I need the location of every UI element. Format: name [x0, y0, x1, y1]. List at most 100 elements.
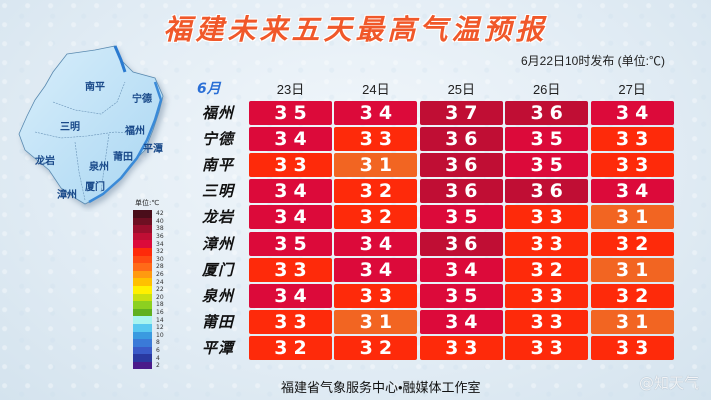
column-header-day: 27日	[618, 82, 646, 97]
column-header-day: 26日	[532, 82, 561, 97]
legend-value: 26	[156, 271, 164, 279]
legend-row: 10	[133, 331, 183, 340]
temperature-cell: 32	[334, 179, 418, 204]
temperature-cell: 33	[419, 335, 503, 360]
map-label-longyan: 龙岩	[35, 156, 55, 167]
map-label-quanzhou: 泉州	[89, 162, 109, 173]
legend-value: 38	[156, 225, 164, 233]
temperature-cell: 31	[334, 309, 418, 334]
temperature-cell: 31	[590, 309, 674, 334]
legend-value: 36	[156, 233, 164, 241]
legend-row: 42	[133, 210, 183, 218]
legend-row: 20	[133, 293, 183, 302]
row-label-city: 福州	[201, 104, 234, 122]
map-label-ningde: 宁德	[132, 94, 152, 105]
legend-swatch	[133, 217, 152, 226]
row-label-city: 平潭	[201, 338, 234, 357]
map-label-pingtan: 平潭	[143, 144, 163, 155]
map-label-putian: 莆田	[113, 152, 133, 163]
temperature-cell: 34	[249, 179, 332, 204]
legend-swatch	[133, 225, 152, 233]
temperature-cell: 36	[505, 101, 589, 125]
fujian-map-shape	[18, 45, 164, 205]
temperature-cell: 36	[419, 231, 503, 256]
legend-row: 28	[133, 263, 183, 271]
fujian-map: 南平 宁德 三明 福州 龙岩 泉州 莆田 平潭 漳州 厦门	[5, 42, 180, 212]
legend-row: 34	[133, 240, 183, 248]
legend-row: 14	[133, 316, 183, 324]
legend-row: 30	[133, 255, 183, 264]
temperature-cell: 33	[590, 335, 674, 360]
legend-row: 12	[133, 323, 183, 332]
legend-swatch	[133, 308, 152, 317]
map-label-zhangzhou: 漳州	[57, 190, 77, 201]
column-header-day: 23日	[276, 82, 305, 97]
temperature-cell: 32	[590, 231, 674, 256]
legend-value: 14	[156, 316, 164, 324]
temperature-cell: 33	[505, 231, 589, 256]
legend-row: 40	[133, 217, 183, 226]
legend-value: 8	[156, 339, 160, 347]
legend-value: 12	[156, 324, 164, 332]
legend-swatch	[133, 232, 152, 241]
temperature-cell: 35	[419, 283, 503, 308]
legend-row: 24	[133, 278, 183, 286]
temperature-cell: 36	[419, 153, 503, 178]
legend-row: 26	[133, 270, 183, 279]
temperature-cell: 36	[505, 179, 589, 204]
temperature-cell: 34	[590, 179, 674, 204]
legend-value: 18	[156, 301, 164, 309]
legend-swatch	[133, 240, 152, 248]
legend-swatch	[133, 293, 152, 302]
temperature-cell: 34	[249, 283, 332, 308]
temperature-cell: 33	[249, 153, 332, 178]
row-label-city: 莆田	[201, 312, 234, 331]
legend-row: 2	[133, 361, 183, 370]
legend-swatch	[133, 278, 152, 286]
legend-swatch	[133, 255, 152, 264]
row-label-city: 龙岩	[201, 208, 234, 227]
temperature-cell: 33	[590, 153, 674, 178]
legend-swatch	[133, 323, 152, 332]
page-title: 福建未来五天最高气温预报	[163, 13, 548, 46]
legend-row: 22	[133, 285, 183, 294]
temperature-cell: 32	[334, 205, 418, 230]
temperature-cell: 34	[334, 257, 418, 282]
temperature-cell: 35	[505, 153, 589, 178]
map-label-nanping: 南平	[85, 82, 105, 93]
map-label-xiamen: 厦门	[85, 182, 105, 193]
legend-row: 6	[133, 346, 183, 355]
temperature-cell: 32	[249, 335, 332, 360]
legend-row: 8	[133, 339, 183, 347]
temperature-cell: 35	[249, 231, 332, 256]
row-label-city: 宁德	[201, 130, 234, 149]
month-label: 6月	[197, 81, 221, 97]
temperature-cell: 35	[419, 205, 503, 230]
temperature-cell: 32	[334, 335, 418, 360]
temperature-cell: 33	[590, 127, 674, 152]
temperature-cell: 34	[249, 127, 332, 152]
weibo-watermark: @知天气	[638, 374, 699, 392]
legend-swatch	[133, 316, 152, 324]
legend-swatch	[133, 263, 152, 271]
legend-row: 16	[133, 308, 183, 317]
legend-value: 22	[156, 286, 164, 294]
legend-row: 38	[133, 225, 183, 233]
legend-value: 2	[156, 362, 160, 370]
temperature-cell: 34	[249, 205, 332, 230]
temperature-cell: 34	[419, 257, 503, 282]
legend-title: 单位:℃	[135, 199, 160, 207]
legend-swatch	[133, 339, 152, 347]
temperature-cell: 35	[249, 101, 332, 125]
column-header-day: 25日	[447, 82, 476, 97]
temperature-cell: 37	[419, 101, 503, 125]
legend-value: 30	[156, 255, 164, 263]
legend-swatch	[133, 361, 152, 370]
legend-value: 34	[156, 240, 164, 248]
legend-row: 32	[133, 247, 183, 256]
temperature-cell: 35	[505, 127, 589, 152]
temperature-cell: 36	[419, 179, 503, 204]
legend-value: 32	[156, 248, 164, 256]
map-label-fuzhou: 福州	[125, 126, 145, 137]
row-label-city: 三明	[201, 182, 234, 201]
